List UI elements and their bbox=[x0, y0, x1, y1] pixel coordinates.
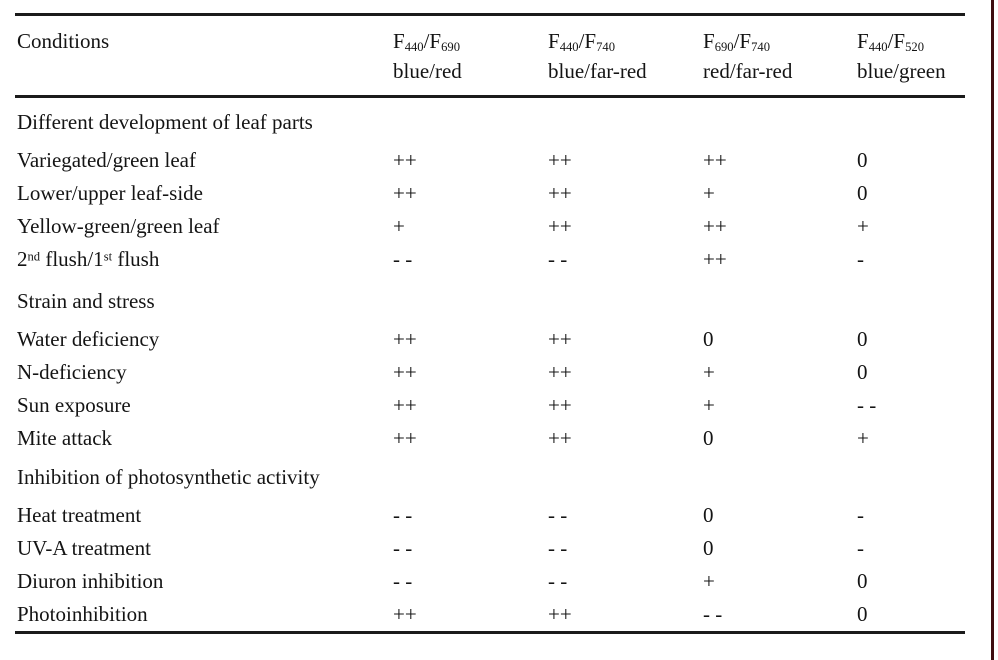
cell-value: - - bbox=[548, 536, 568, 560]
table-row: Yellow-green/green leaf + ++ ++ + bbox=[17, 210, 965, 243]
table-row: Mite attack ++ ++ 0 + bbox=[17, 422, 965, 455]
ratio-column-header: F440/F690 blue/red bbox=[393, 26, 548, 86]
row-label: Diuron inhibition bbox=[17, 569, 164, 593]
cell-value: + bbox=[703, 360, 715, 384]
cell-value: ++ bbox=[548, 214, 572, 238]
ratio-label: F440/F740 bbox=[548, 29, 615, 55]
cell-value: + bbox=[393, 214, 405, 238]
table-top-rule bbox=[15, 13, 965, 16]
cell-value: + bbox=[857, 214, 869, 238]
cell-value: ++ bbox=[548, 393, 572, 417]
section-heading-row: Strain and stress bbox=[17, 285, 965, 318]
cell-value: ++ bbox=[548, 327, 572, 351]
cell-value: ++ bbox=[548, 148, 572, 172]
table-row: N-deficiency ++ ++ + 0 bbox=[17, 356, 965, 389]
cell-value: + bbox=[703, 569, 715, 593]
cell-value: - - bbox=[393, 503, 413, 527]
cell-value: + bbox=[857, 426, 869, 450]
row-label: Sun exposure bbox=[17, 393, 131, 417]
row-label: Variegated/green leaf bbox=[17, 148, 196, 172]
cell-value: ++ bbox=[393, 360, 417, 384]
conditions-column-header: Conditions bbox=[17, 29, 110, 53]
ratio-subtitle: red/far-red bbox=[703, 59, 793, 83]
table-row: Diuron inhibition - - - - + 0 bbox=[17, 565, 965, 598]
table-bottom-rule bbox=[15, 631, 965, 634]
cell-value: ++ bbox=[393, 181, 417, 205]
section-heading: Inhibition of photosynthetic activity bbox=[17, 465, 320, 489]
cell-value: 0 bbox=[857, 148, 868, 172]
section-heading: Strain and stress bbox=[17, 289, 155, 313]
header-separator-rule bbox=[15, 95, 965, 98]
row-label: UV-A treatment bbox=[17, 536, 151, 560]
cell-value: - - bbox=[393, 569, 413, 593]
cell-value: ++ bbox=[703, 214, 727, 238]
cell-value: ++ bbox=[548, 181, 572, 205]
cell-value: - - bbox=[857, 393, 877, 417]
ratio-subtitle: blue/red bbox=[393, 59, 462, 83]
section-heading-row: Different development of leaf parts bbox=[17, 106, 965, 139]
cell-value: - - bbox=[548, 503, 568, 527]
table-row: Water deficiency ++ ++ 0 0 bbox=[17, 323, 965, 356]
table-row: 2nd flush/1st flush - - - - ++ - bbox=[17, 243, 965, 276]
row-label: 2nd flush/1st flush bbox=[17, 247, 160, 271]
table-row: Heat treatment - - - - 0 - bbox=[17, 499, 965, 532]
cell-value: - - bbox=[548, 247, 568, 271]
table-row: Variegated/green leaf ++ ++ ++ 0 bbox=[17, 144, 965, 177]
ratio-subtitle: blue/green bbox=[857, 59, 946, 83]
cell-value: 0 bbox=[703, 327, 714, 351]
ratio-column-header: F440/F520 blue/green bbox=[857, 26, 965, 86]
cell-value: ++ bbox=[548, 602, 572, 626]
cell-value: ++ bbox=[393, 327, 417, 351]
page-edge-line bbox=[991, 0, 994, 660]
cell-value: 0 bbox=[857, 181, 868, 205]
cell-value: 0 bbox=[857, 602, 868, 626]
cell-value: ++ bbox=[393, 602, 417, 626]
cell-value: - - bbox=[393, 247, 413, 271]
cell-value: 0 bbox=[703, 536, 714, 560]
row-label: Yellow-green/green leaf bbox=[17, 214, 220, 238]
row-label: Heat treatment bbox=[17, 503, 142, 527]
ratio-label: F690/F740 bbox=[703, 29, 770, 55]
cell-value: - - bbox=[393, 536, 413, 560]
cell-value: - bbox=[857, 247, 864, 271]
table-row: Sun exposure ++ ++ + - - bbox=[17, 389, 965, 422]
table-row: Photoinhibition ++ ++ - - 0 bbox=[17, 598, 965, 631]
cell-value: ++ bbox=[393, 426, 417, 450]
cell-value: ++ bbox=[393, 393, 417, 417]
ratio-label: F440/F690 bbox=[393, 29, 460, 55]
row-label: Water deficiency bbox=[17, 327, 160, 351]
cell-value: + bbox=[703, 393, 715, 417]
cell-value: ++ bbox=[548, 360, 572, 384]
cell-value: 0 bbox=[703, 426, 714, 450]
table-row: UV-A treatment - - - - 0 - bbox=[17, 532, 965, 565]
row-label: Lower/upper leaf-side bbox=[17, 181, 203, 205]
row-label: Mite attack bbox=[17, 426, 113, 450]
cell-value: - - bbox=[703, 602, 723, 626]
section-heading-row: Inhibition of photosynthetic activity bbox=[17, 461, 965, 494]
cell-value: - - bbox=[548, 569, 568, 593]
cell-value: - bbox=[857, 503, 864, 527]
ratio-column-header: F440/F740 blue/far-red bbox=[548, 26, 703, 86]
row-label: Photoinhibition bbox=[17, 602, 148, 626]
cell-value: ++ bbox=[393, 148, 417, 172]
cell-value: ++ bbox=[548, 426, 572, 450]
section-heading: Different development of leaf parts bbox=[17, 110, 313, 134]
cell-value: 0 bbox=[857, 569, 868, 593]
ratio-label: F440/F520 bbox=[857, 29, 924, 55]
cell-value: ++ bbox=[703, 148, 727, 172]
row-label: N-deficiency bbox=[17, 360, 127, 384]
cell-value: 0 bbox=[703, 503, 714, 527]
ratio-subtitle: blue/far-red bbox=[548, 59, 647, 83]
cell-value: ++ bbox=[703, 247, 727, 271]
table-header-row: Conditions F440/F690 blue/red F440/F740 … bbox=[0, 26, 965, 86]
ratio-column-header: F690/F740 red/far-red bbox=[703, 26, 857, 86]
table-row: Lower/upper leaf-side ++ ++ + 0 bbox=[17, 177, 965, 210]
cell-value: + bbox=[703, 181, 715, 205]
table-body: Different development of leaf parts Vari… bbox=[0, 106, 965, 631]
cell-value: 0 bbox=[857, 360, 868, 384]
cell-value: 0 bbox=[857, 327, 868, 351]
cell-value: - bbox=[857, 536, 864, 560]
